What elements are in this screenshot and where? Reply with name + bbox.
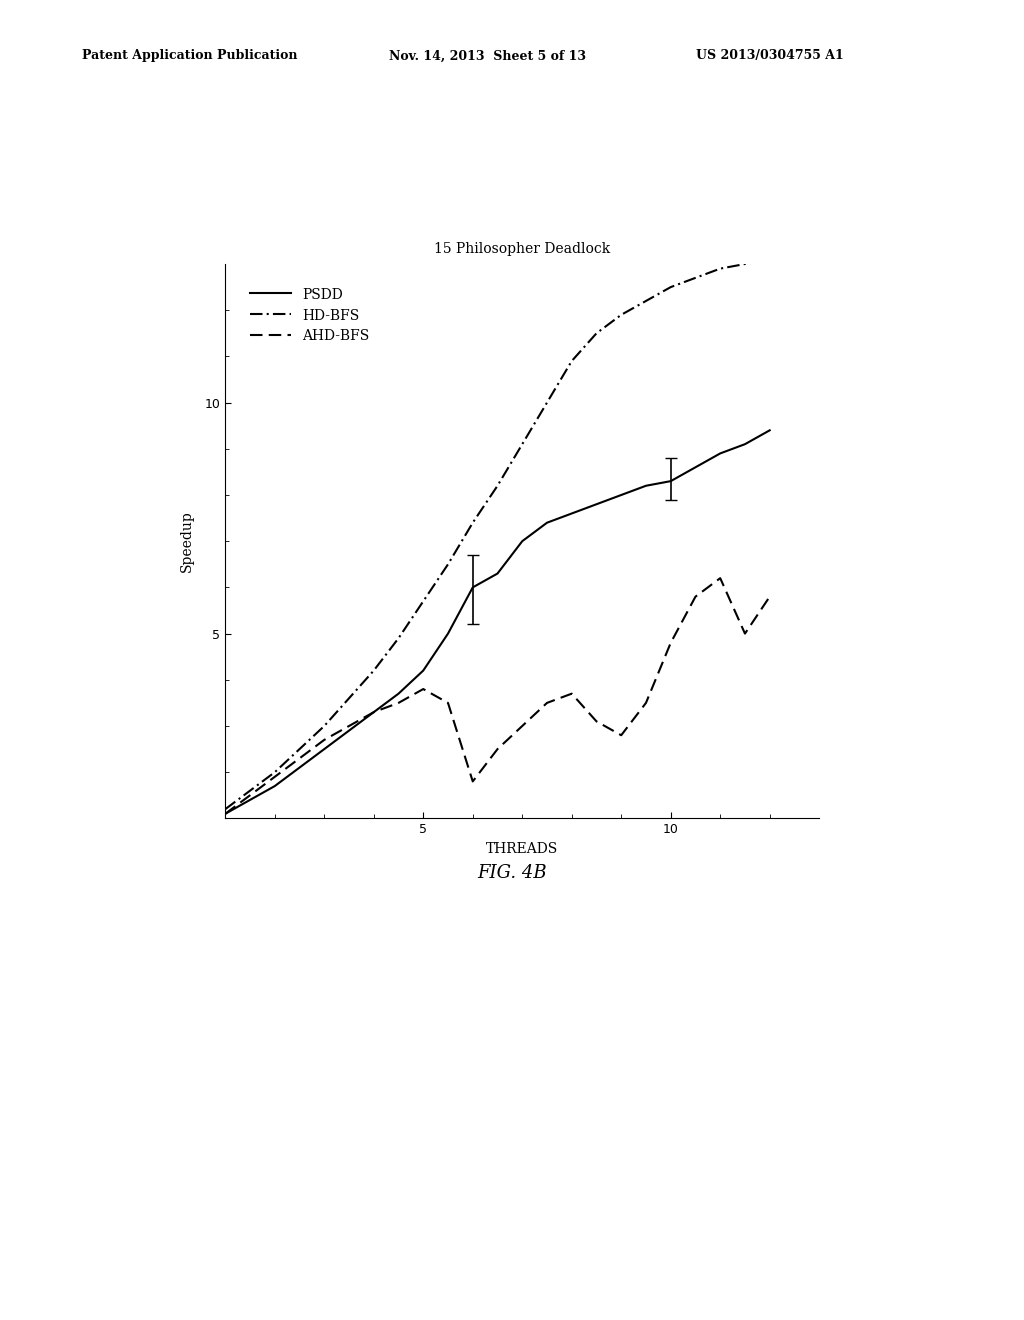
Legend: PSDD, HD-BFS, AHD-BFS: PSDD, HD-BFS, AHD-BFS xyxy=(244,282,375,348)
Text: Nov. 14, 2013  Sheet 5 of 13: Nov. 14, 2013 Sheet 5 of 13 xyxy=(389,49,586,62)
Text: FIG. 4B: FIG. 4B xyxy=(477,863,547,882)
Title: 15 Philosopher Deadlock: 15 Philosopher Deadlock xyxy=(434,242,610,256)
X-axis label: THREADS: THREADS xyxy=(486,842,558,855)
Text: Patent Application Publication: Patent Application Publication xyxy=(82,49,297,62)
Y-axis label: Speedup: Speedup xyxy=(179,511,194,572)
Text: US 2013/0304755 A1: US 2013/0304755 A1 xyxy=(696,49,844,62)
